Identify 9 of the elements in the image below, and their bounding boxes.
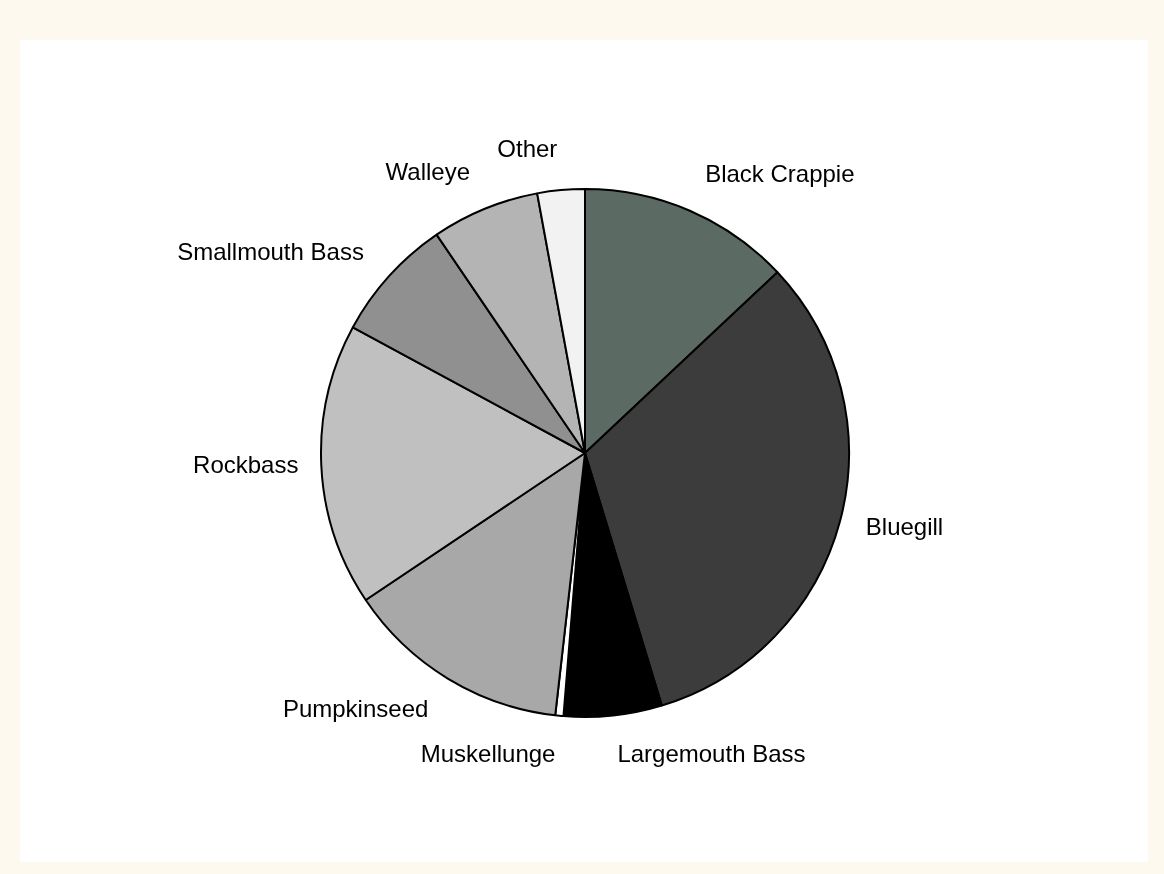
slice-label: Largemouth Bass [617, 739, 806, 767]
slice-label: Other [497, 134, 558, 162]
slice-label: Rockbass [193, 451, 299, 479]
slice-label: Muskellunge [420, 740, 556, 768]
slice-label: Black Crappie [705, 159, 855, 187]
slice-label: Pumpkinseed [282, 695, 429, 723]
slice-label: Smallmouth Bass [177, 237, 364, 265]
slice-label: Walleye [385, 157, 471, 185]
slice-label: Bluegill [865, 512, 944, 540]
